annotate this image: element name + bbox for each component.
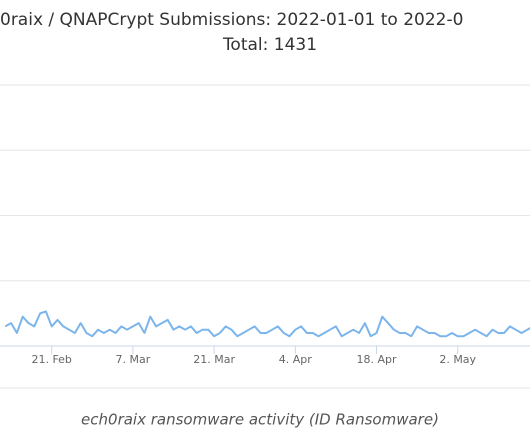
data-line — [4, 310, 530, 338]
x-tick-label: 21. Feb — [31, 353, 71, 366]
x-tick-label: 18. Apr — [356, 353, 396, 366]
x-tick-label: 7. Mar — [116, 353, 151, 366]
chart-title: 0raix / QNAPCrypt Submissions: 2022-01-0… — [0, 10, 463, 30]
x-tick-label: 4. Apr — [279, 353, 312, 366]
x-tick-label: 2. May — [439, 353, 476, 366]
x-tick-label: 21. Mar — [193, 353, 235, 366]
caption: ech0raix ransomware activity (ID Ransomw… — [81, 411, 439, 429]
chart-subtitle: Total: 1431 — [222, 35, 317, 55]
